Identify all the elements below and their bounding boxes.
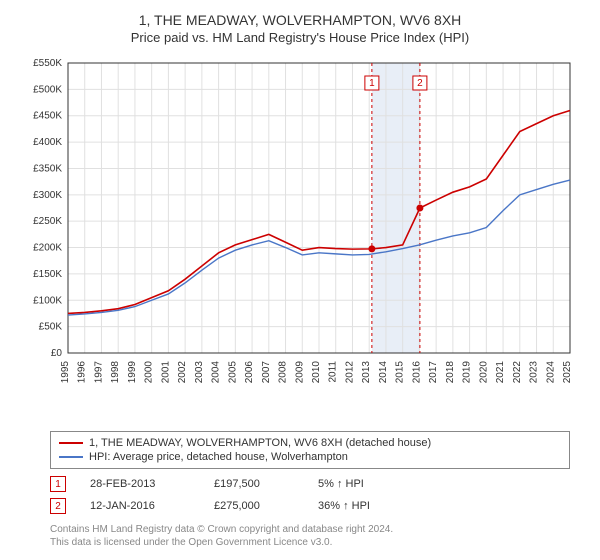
- marker-date: 28-FEB-2013: [90, 478, 190, 490]
- legend: 1, THE MEADWAY, WOLVERHAMPTON, WV6 8XH (…: [50, 431, 570, 469]
- x-tick-label: 2007: [261, 361, 272, 384]
- y-tick-label: £400K: [33, 137, 62, 148]
- x-tick-label: 2021: [495, 361, 506, 384]
- x-tick-label: 2024: [545, 361, 556, 384]
- x-tick-label: 2018: [445, 361, 456, 384]
- legend-label: 1, THE MEADWAY, WOLVERHAMPTON, WV6 8XH (…: [89, 437, 431, 449]
- legend-label: HPI: Average price, detached house, Wolv…: [89, 451, 348, 463]
- x-tick-label: 1995: [60, 361, 71, 384]
- y-tick-label: £0: [51, 348, 63, 359]
- x-tick-label: 2006: [244, 361, 255, 384]
- x-tick-label: 2020: [478, 361, 489, 384]
- y-tick-label: £250K: [33, 216, 62, 227]
- y-tick-label: £550K: [33, 58, 62, 69]
- x-tick-label: 2015: [395, 361, 406, 384]
- y-tick-label: £350K: [33, 163, 62, 174]
- legend-item: 1, THE MEADWAY, WOLVERHAMPTON, WV6 8XH (…: [59, 436, 561, 450]
- marker-badge-num: 2: [417, 78, 423, 89]
- x-tick-label: 2003: [194, 361, 205, 384]
- marker-table: 1 28-FEB-2013 £197,500 5% ↑ HPI 2 12-JAN-2016…: [50, 473, 570, 517]
- x-tick-label: 2014: [378, 361, 389, 384]
- x-tick-label: 2019: [462, 361, 473, 384]
- marker-row-badge: 1: [50, 476, 66, 492]
- shaded-band: [372, 63, 420, 353]
- y-tick-label: £300K: [33, 190, 62, 201]
- marker-date: 12-JAN-2016: [90, 500, 190, 512]
- marker-pct: 5% ↑ HPI: [318, 478, 408, 490]
- x-tick-label: 2025: [562, 361, 573, 384]
- footer-line: Contains HM Land Registry data © Crown c…: [50, 523, 570, 536]
- x-tick-label: 2017: [428, 361, 439, 384]
- x-tick-label: 2000: [144, 361, 155, 384]
- x-tick-label: 2022: [512, 361, 523, 384]
- x-tick-label: 1998: [110, 361, 121, 384]
- x-tick-label: 2010: [311, 361, 322, 384]
- legend-swatch: [59, 442, 83, 444]
- marker-row: 2 12-JAN-2016 £275,000 36% ↑ HPI: [50, 495, 570, 517]
- x-tick-label: 2009: [294, 361, 305, 384]
- x-tick-label: 2004: [211, 361, 222, 384]
- marker-pct: 36% ↑ HPI: [318, 500, 408, 512]
- x-tick-label: 2013: [361, 361, 372, 384]
- x-tick-label: 1997: [93, 361, 104, 384]
- price-chart: £0 £50K £100K £150K £200K £250K £300K £350K £400…: [20, 53, 580, 423]
- page-title: 1, THE MEADWAY, WOLVERHAMPTON, WV6 8XH: [10, 12, 590, 28]
- x-tick-label: 2008: [278, 361, 289, 384]
- x-tick-label: 2005: [227, 361, 238, 384]
- x-tick-label: 2001: [160, 361, 171, 384]
- footer-attribution: Contains HM Land Registry data © Crown c…: [50, 523, 570, 549]
- marker-price: £197,500: [214, 478, 294, 490]
- marker-row: 1 28-FEB-2013 £197,500 5% ↑ HPI: [50, 473, 570, 495]
- y-tick-label: £150K: [33, 269, 62, 280]
- x-tick-label: 2011: [328, 361, 339, 383]
- y-tick-label: £100K: [33, 295, 62, 306]
- y-tick-label: £500K: [33, 84, 62, 95]
- x-tick-label: 1996: [77, 361, 88, 384]
- y-tick-label: £200K: [33, 243, 62, 254]
- legend-swatch: [59, 456, 83, 458]
- x-tick-label: 1999: [127, 361, 138, 384]
- y-tick-label: £50K: [39, 322, 63, 333]
- x-tick-label: 2016: [411, 361, 422, 384]
- marker-price: £275,000: [214, 500, 294, 512]
- marker-badge-num: 1: [369, 78, 375, 89]
- marker-row-badge: 2: [50, 498, 66, 514]
- x-tick-label: 2002: [177, 361, 188, 384]
- x-tick-label: 2012: [344, 361, 355, 384]
- y-tick-label: £450K: [33, 111, 62, 122]
- page-subtitle: Price paid vs. HM Land Registry's House …: [10, 30, 590, 45]
- legend-item: HPI: Average price, detached house, Wolv…: [59, 450, 561, 464]
- x-tick-label: 2023: [529, 361, 540, 384]
- footer-line: This data is licensed under the Open Gov…: [50, 536, 570, 549]
